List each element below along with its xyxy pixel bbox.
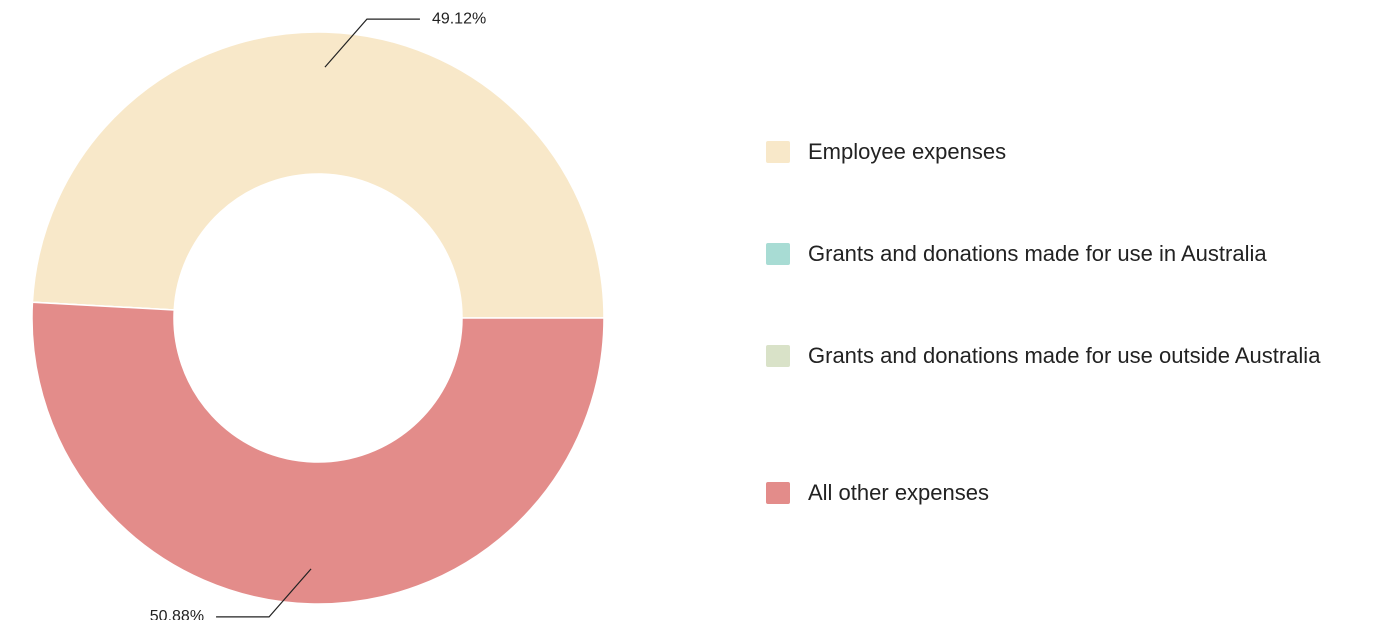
legend-item: Grants and donations made for use in Aus…: [766, 241, 1366, 272]
legend-item: Grants and donations made for use outsid…: [766, 343, 1366, 374]
legend-label: All other expenses: [808, 480, 989, 505]
legend-item: Employee expenses: [766, 139, 1366, 170]
legend-item: All other expenses: [766, 480, 1366, 511]
legend-label: Employee expenses: [808, 139, 1007, 164]
legend-label: Grants and donations made for use outsid…: [808, 343, 1321, 368]
legend-swatch: [766, 482, 790, 504]
donut-slice: [31, 301, 605, 605]
legend-label: Grants and donations made for use in Aus…: [808, 241, 1267, 266]
legend-swatch: [766, 345, 790, 367]
chart: 49.12% 50.88%: [31, 10, 605, 620]
legend-swatch: [766, 141, 790, 163]
data-label: 50.88%: [150, 608, 204, 620]
leader-line: [216, 568, 312, 618]
legend-swatch: [766, 243, 790, 265]
donut-slice: [31, 31, 605, 319]
data-label: 49.12%: [432, 10, 486, 27]
leader-line: [324, 18, 420, 68]
